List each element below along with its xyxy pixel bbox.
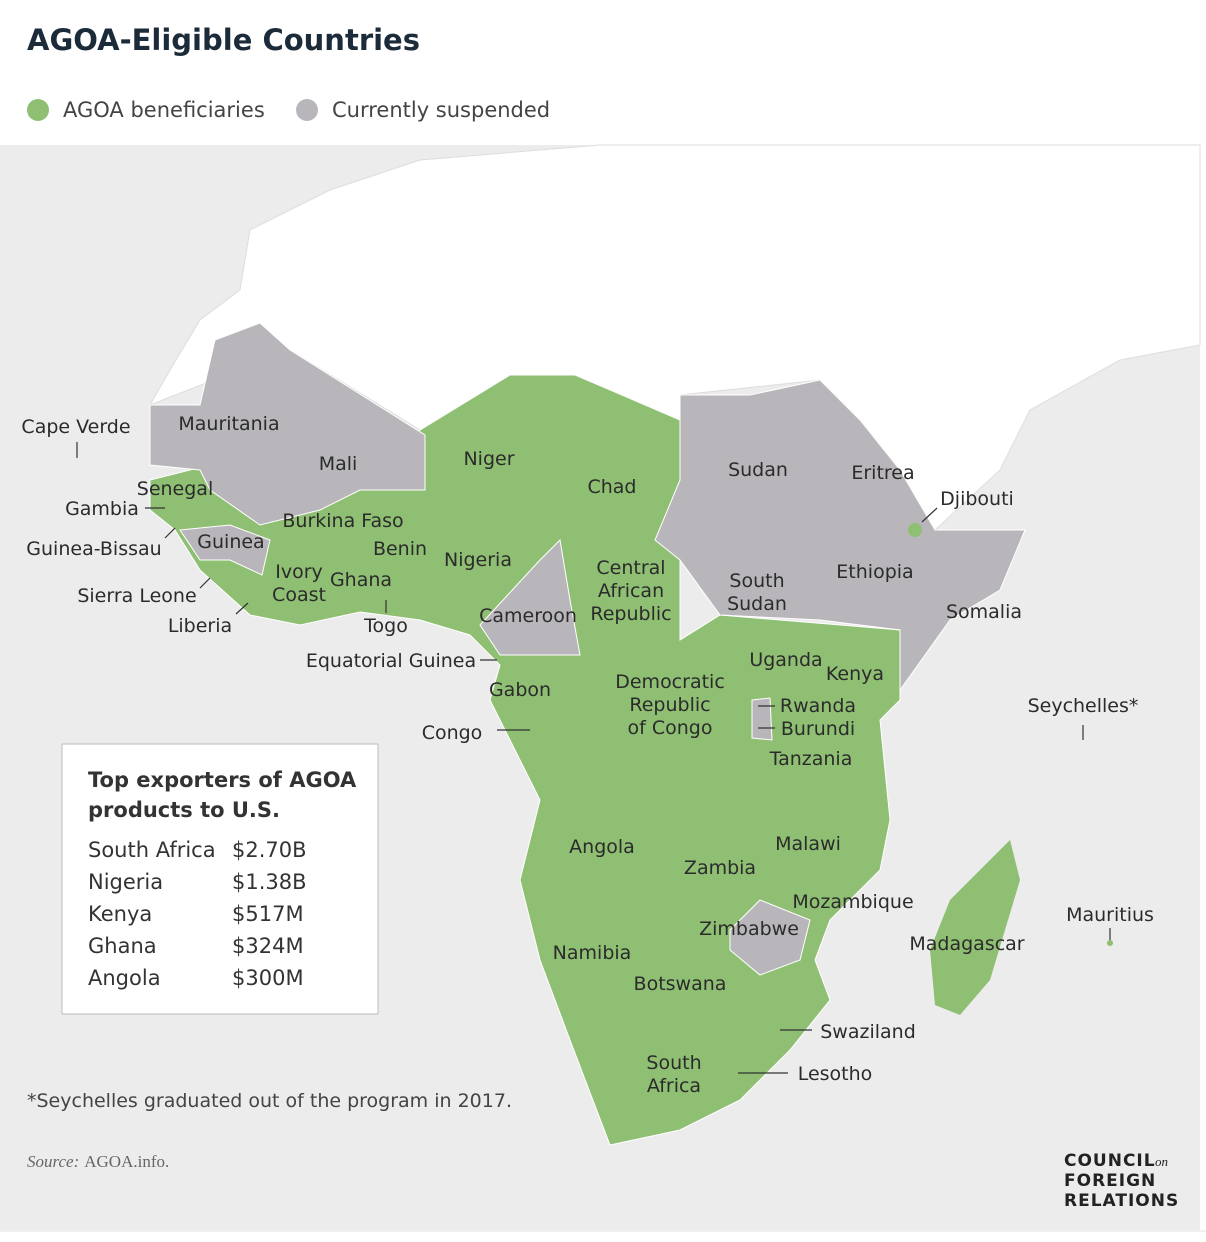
- country-label: Republic: [590, 603, 671, 625]
- country-label: Sierra Leone: [77, 585, 196, 607]
- table-cell: $300M: [232, 966, 304, 990]
- table-cell: Nigeria: [88, 870, 163, 894]
- table-cell: Angola: [88, 966, 161, 990]
- country-label: Somalia: [946, 601, 1022, 623]
- country-label: Kenya: [826, 663, 884, 685]
- leader-lines: [76, 442, 1111, 1074]
- logo-on: on: [1155, 1154, 1168, 1169]
- country-label: Central: [596, 557, 665, 579]
- country-label: Malawi: [775, 833, 841, 855]
- country-label: Tanzania: [769, 748, 853, 770]
- table-cell: $517M: [232, 902, 304, 926]
- country-label: South: [729, 570, 784, 592]
- legend-label: AGOA beneficiaries: [63, 98, 265, 122]
- madagascar: [930, 840, 1020, 1015]
- guinea: [179, 524, 271, 576]
- country-label: of Congo: [628, 717, 713, 739]
- country-label: Angola: [569, 836, 635, 858]
- table-cell: Kenya: [88, 902, 152, 926]
- country-label: Nigeria: [444, 549, 512, 571]
- country-label: Mauritius: [1066, 904, 1154, 926]
- logo-line: FOREIGN: [1064, 1171, 1156, 1191]
- horn-region: [654, 379, 1026, 692]
- mauritius: [1107, 940, 1113, 946]
- table-cell: South Africa: [88, 838, 216, 862]
- cameroon: [479, 538, 581, 656]
- country-label: Mauritania: [178, 413, 279, 435]
- country-label: Africa: [647, 1075, 701, 1097]
- country-label: Ghana: [330, 569, 392, 591]
- country-label: Ethiopia: [836, 561, 913, 583]
- title: AGOA-Eligible Countries: [27, 23, 420, 57]
- country-label: Benin: [373, 538, 427, 560]
- table-title: products to U.S.: [88, 798, 280, 822]
- country-label: Zambia: [684, 857, 756, 879]
- source: Source: AGOA.info.: [27, 1152, 169, 1171]
- country-label: Cameroon: [479, 605, 577, 627]
- djibouti: [908, 523, 922, 537]
- country-label: Niger: [463, 448, 514, 470]
- table-cell: $2.70B: [232, 838, 307, 862]
- country-label: South: [646, 1052, 701, 1074]
- source-prefix: Source:: [27, 1152, 79, 1171]
- country-label: Namibia: [553, 942, 632, 964]
- country-label: Gambia: [65, 498, 139, 520]
- country-label: Djibouti: [940, 488, 1014, 510]
- mauritania-mali: [149, 322, 426, 526]
- country-label: Burkina Faso: [282, 510, 403, 532]
- country-label: Uganda: [749, 649, 822, 671]
- table-title: Top exporters of AGOA: [88, 768, 357, 792]
- country-label: Zimbabwe: [699, 918, 799, 940]
- country-label: Madagascar: [909, 933, 1024, 955]
- country-label: Mali: [319, 453, 358, 475]
- country-label: Gabon: [489, 679, 551, 701]
- country-label: Sudan: [728, 459, 788, 481]
- country-label: Mozambique: [792, 891, 913, 913]
- country-label: Cape Verde: [21, 416, 130, 438]
- country-label: Guinea-Bissau: [26, 538, 161, 560]
- country-label: Chad: [587, 476, 636, 498]
- country-label: Democratic: [615, 671, 725, 693]
- country-label: Burundi: [781, 718, 855, 740]
- table-cell: $324M: [232, 934, 304, 958]
- table-cell: $1.38B: [232, 870, 307, 894]
- legend-swatch: [296, 99, 318, 121]
- country-label: Eritrea: [851, 462, 914, 484]
- zimbabwe: [729, 899, 811, 976]
- country-label: Sudan: [727, 593, 787, 615]
- footnote: *Seychelles graduated out of the program…: [27, 1090, 512, 1112]
- country-label: Senegal: [137, 478, 213, 500]
- country-label: Republic: [629, 694, 710, 716]
- suspended-regions: [149, 322, 1026, 976]
- country-label: Liberia: [168, 615, 232, 637]
- country-label: Swaziland: [820, 1021, 916, 1043]
- legend-swatch: [27, 99, 49, 121]
- table-cell: Ghana: [88, 934, 157, 958]
- logo-line: RELATIONS: [1064, 1191, 1179, 1211]
- country-label: Seychelles*: [1028, 695, 1139, 717]
- country-label: Coast: [272, 584, 326, 606]
- country-label: Lesotho: [798, 1063, 873, 1085]
- country-label: African: [598, 580, 664, 602]
- country-label: Togo: [363, 615, 408, 637]
- exporters-table-box: [61, 743, 379, 1015]
- logo-line: COUNCIL: [1064, 1151, 1156, 1171]
- legend-label: Currently suspended: [332, 98, 550, 122]
- country-label: Congo: [422, 722, 483, 744]
- country-label: Guinea: [197, 531, 264, 553]
- source-text: AGOA.info.: [84, 1152, 169, 1171]
- country-label: Equatorial Guinea: [306, 650, 476, 672]
- country-label: Ivory: [275, 561, 323, 583]
- country-label: Botswana: [634, 973, 727, 995]
- burundi: [751, 697, 773, 741]
- country-label: Rwanda: [780, 695, 856, 717]
